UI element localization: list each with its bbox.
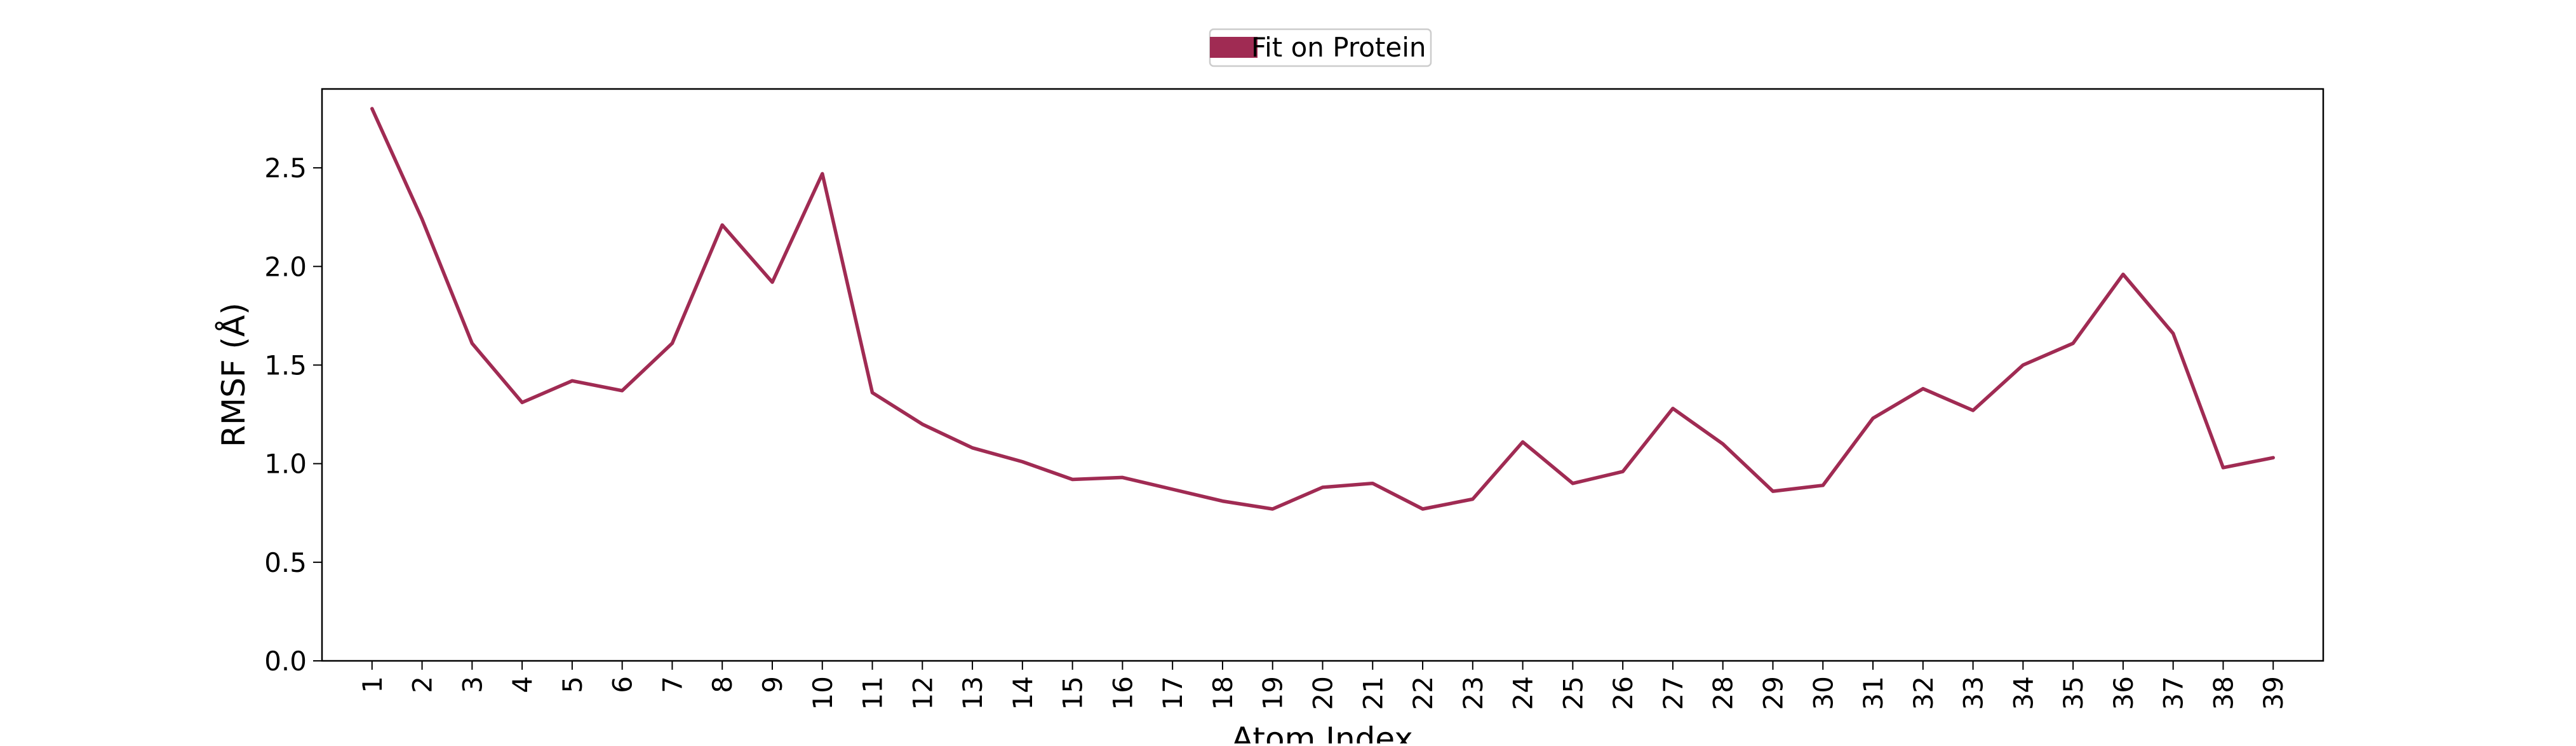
x-tick-label: 23 [1458, 676, 1489, 710]
x-tick-label: 30 [1808, 676, 1839, 710]
x-tick-label: 11 [857, 676, 889, 710]
x-tick-label: 15 [1057, 676, 1089, 710]
y-tick-label: 2.5 [264, 153, 307, 184]
x-tick-label: 9 [757, 676, 788, 693]
x-tick-label: 21 [1357, 676, 1388, 710]
x-tick-label: 34 [2008, 676, 2039, 710]
x-tick-label: 3 [457, 676, 488, 693]
x-tick-label: 10 [807, 676, 838, 710]
x-tick-label: 4 [507, 676, 538, 693]
x-tick-label: 24 [1508, 676, 1539, 710]
x-tick-label: 31 [1858, 676, 1889, 710]
x-tick-label: 2 [407, 676, 438, 693]
x-tick-label: 19 [1258, 676, 1289, 710]
x-tick-label: 38 [2208, 676, 2239, 710]
x-tick-label: 6 [607, 676, 638, 693]
x-tick-label: 8 [707, 676, 738, 693]
x-tick-label: 29 [1757, 676, 1788, 710]
y-tick-label: 1.5 [264, 349, 307, 381]
legend-label: Fit on Protein [1251, 32, 1426, 63]
legend-swatch [1210, 37, 1258, 58]
x-tick-label: 12 [907, 676, 938, 710]
x-tick-label: 18 [1207, 676, 1238, 710]
x-tick-label: 22 [1407, 676, 1439, 710]
y-tick-label: 1.0 [264, 449, 307, 480]
x-tick-label: 20 [1308, 676, 1339, 710]
x-tick-label: 33 [1958, 676, 1989, 710]
x-tick-label: 5 [557, 676, 588, 693]
y-tick-label: 0.5 [264, 547, 307, 578]
x-tick-label: 7 [657, 676, 688, 693]
legend: Fit on Protein [1210, 29, 1431, 66]
x-tick-label: 17 [1157, 676, 1188, 710]
y-tick-label: 2.0 [264, 251, 307, 282]
x-tick-label: 35 [2058, 676, 2089, 710]
x-tick-label: 39 [2258, 676, 2289, 710]
x-axis-label: Atom Index [1231, 721, 1413, 743]
x-tick-label: 16 [1107, 676, 1138, 710]
x-tick-label: 1 [357, 676, 388, 693]
x-tick-label: 28 [1708, 676, 1739, 710]
x-tick-label: 27 [1658, 676, 1689, 710]
y-tick-label: 0.0 [264, 646, 307, 677]
x-tick-label: 37 [2158, 676, 2189, 710]
x-tick-label: 25 [1557, 676, 1588, 710]
y-axis-label: RMSF (Å) [215, 302, 252, 447]
x-tick-label: 14 [1007, 676, 1038, 710]
x-tick-label: 36 [2108, 676, 2139, 710]
x-tick-label: 13 [957, 676, 988, 710]
x-tick-label: 32 [1908, 676, 1939, 710]
x-tick-label: 26 [1607, 676, 1639, 710]
